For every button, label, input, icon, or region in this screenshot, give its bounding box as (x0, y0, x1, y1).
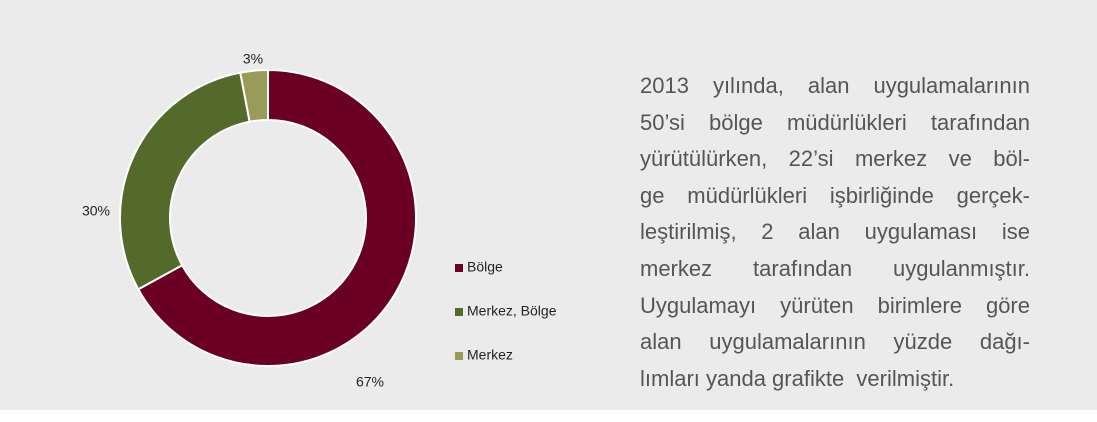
paragraph: 2013 yılında, alan uygulamalarının 50’si … (640, 68, 1030, 397)
text-line: 50’si bölge müdürlükleri tarafından (640, 109, 1030, 135)
chart: 67% Bölge 30% Merkez, Bölge 3% Merkez (82, 51, 557, 390)
data-label: 30% (82, 203, 110, 219)
text-line: ge müdürlükleri işbirliğinde gerçek- (640, 182, 1030, 208)
data-label: 3% (243, 51, 263, 67)
text-line: alan uygulamalarının yüzde dağı- (640, 329, 1030, 355)
donut-slice (239, 68, 269, 123)
text-line: 2013 yılında, alan uygulamalarının (640, 73, 1030, 98)
legend-swatch (455, 264, 463, 272)
legend-label: Merkez, Bölge (467, 303, 557, 319)
text-line: leştirilmiş, 2 alan uygulaması ise (640, 219, 1030, 245)
data-label: 67% (356, 374, 384, 390)
legend-label: Merkez (467, 347, 513, 363)
legend-swatch (455, 352, 463, 360)
panel (0, 0, 1097, 410)
text-line: lımları yanda grafikte verilmiştir. (640, 365, 955, 391)
donut-slice (119, 71, 251, 291)
text-line: yürütülürken, 22’si merkez ve böl- (640, 146, 1030, 172)
donut-slice (136, 68, 417, 367)
legend-label: Bölge (467, 259, 503, 275)
text-line: merkez tarafından uygulanmıştır. (640, 255, 1030, 281)
text-line: Uygulamayı yürüten birimlere göre (640, 292, 1030, 318)
legend-swatch (455, 308, 463, 316)
